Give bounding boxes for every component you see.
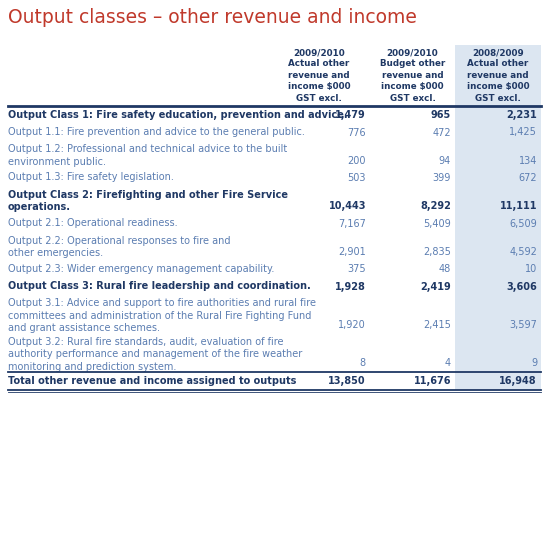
- Text: 10,443: 10,443: [328, 201, 366, 211]
- Bar: [455, 334, 541, 372]
- Text: 1,425: 1,425: [509, 128, 537, 138]
- Text: 2009/2010
Actual other
revenue and
income $000
GST excl.: 2009/2010 Actual other revenue and incom…: [288, 48, 350, 103]
- Text: 200: 200: [348, 155, 366, 166]
- Text: Output Class 3: Rural fire leadership and coordination.: Output Class 3: Rural fire leadership an…: [8, 281, 311, 291]
- Text: 472: 472: [433, 128, 451, 138]
- Text: 7,167: 7,167: [338, 218, 366, 229]
- Text: Output Class 1: Fire safety education, prevention and advice.: Output Class 1: Fire safety education, p…: [8, 110, 348, 119]
- Text: 8,292: 8,292: [420, 201, 451, 211]
- Text: Output classes – other revenue and income: Output classes – other revenue and incom…: [8, 8, 417, 27]
- Bar: [455, 260, 541, 278]
- Text: 672: 672: [518, 173, 537, 183]
- Text: 94: 94: [439, 155, 451, 166]
- Text: 10: 10: [525, 264, 537, 274]
- Text: 5,409: 5,409: [423, 218, 451, 229]
- Text: 399: 399: [433, 173, 451, 183]
- Text: Output 2.1: Operational readiness.: Output 2.1: Operational readiness.: [8, 218, 178, 228]
- Text: 8: 8: [360, 358, 366, 369]
- Text: 13,850: 13,850: [328, 376, 366, 386]
- Text: 4: 4: [445, 358, 451, 369]
- Bar: [455, 372, 541, 390]
- Text: 2,835: 2,835: [423, 246, 451, 257]
- Bar: [455, 141, 541, 169]
- Text: Output 1.3: Fire safety legislation.: Output 1.3: Fire safety legislation.: [8, 173, 174, 182]
- Text: 2008/2009
Actual other
revenue and
income $000
GST excl.: 2008/2009 Actual other revenue and incom…: [467, 48, 529, 103]
- Bar: [370, 45, 455, 106]
- Text: 2009/2010
Budget other
revenue and
income $000
GST excl.: 2009/2010 Budget other revenue and incom…: [380, 48, 445, 103]
- Bar: [455, 45, 541, 106]
- Bar: [455, 187, 541, 215]
- Text: 965: 965: [431, 110, 451, 120]
- Text: Output 2.3: Wider emergency management capability.: Output 2.3: Wider emergency management c…: [8, 264, 274, 273]
- Text: 2,419: 2,419: [420, 281, 451, 292]
- Text: Output Class 2: Firefighting and other Fire Service
operations.: Output Class 2: Firefighting and other F…: [8, 190, 288, 213]
- Text: 3,597: 3,597: [509, 320, 537, 330]
- Text: Output 1.1: Fire prevention and advice to the general public.: Output 1.1: Fire prevention and advice t…: [8, 127, 305, 137]
- Text: Output 3.1: Advice and support to fire authorities and rural fire
committees and: Output 3.1: Advice and support to fire a…: [8, 299, 316, 334]
- Bar: [455, 215, 541, 232]
- Text: 2,901: 2,901: [338, 246, 366, 257]
- Text: Output 1.2: Professional and technical advice to the built
environment public.: Output 1.2: Professional and technical a…: [8, 145, 287, 167]
- Text: 2,415: 2,415: [423, 320, 451, 330]
- Bar: [455, 295, 541, 334]
- Text: 4,592: 4,592: [509, 246, 537, 257]
- Bar: [455, 124, 541, 141]
- Text: 503: 503: [348, 173, 366, 183]
- Text: 2,231: 2,231: [506, 110, 537, 120]
- Text: 1,928: 1,928: [335, 281, 366, 292]
- Text: Output 3.2: Rural fire standards, audit, evaluation of fire
authority performanc: Output 3.2: Rural fire standards, audit,…: [8, 337, 302, 372]
- Bar: [455, 169, 541, 187]
- Text: 3,606: 3,606: [506, 281, 537, 292]
- Bar: [268, 45, 370, 106]
- Text: 11,676: 11,676: [413, 376, 451, 386]
- Text: Output 2.2: Operational responses to fire and
other emergencies.: Output 2.2: Operational responses to fir…: [8, 236, 231, 258]
- Bar: [455, 232, 541, 260]
- Text: 48: 48: [439, 264, 451, 274]
- Text: Total other revenue and income assigned to outputs: Total other revenue and income assigned …: [8, 376, 296, 386]
- Text: 776: 776: [348, 128, 366, 138]
- Bar: [455, 106, 541, 124]
- Text: 9: 9: [531, 358, 537, 369]
- Text: 375: 375: [348, 264, 366, 274]
- Text: 1,920: 1,920: [338, 320, 366, 330]
- Text: 16,948: 16,948: [500, 376, 537, 386]
- Bar: [455, 278, 541, 295]
- Text: 11,111: 11,111: [500, 201, 537, 211]
- Text: 6,509: 6,509: [509, 218, 537, 229]
- Text: 134: 134: [519, 155, 537, 166]
- Text: 1,479: 1,479: [335, 110, 366, 120]
